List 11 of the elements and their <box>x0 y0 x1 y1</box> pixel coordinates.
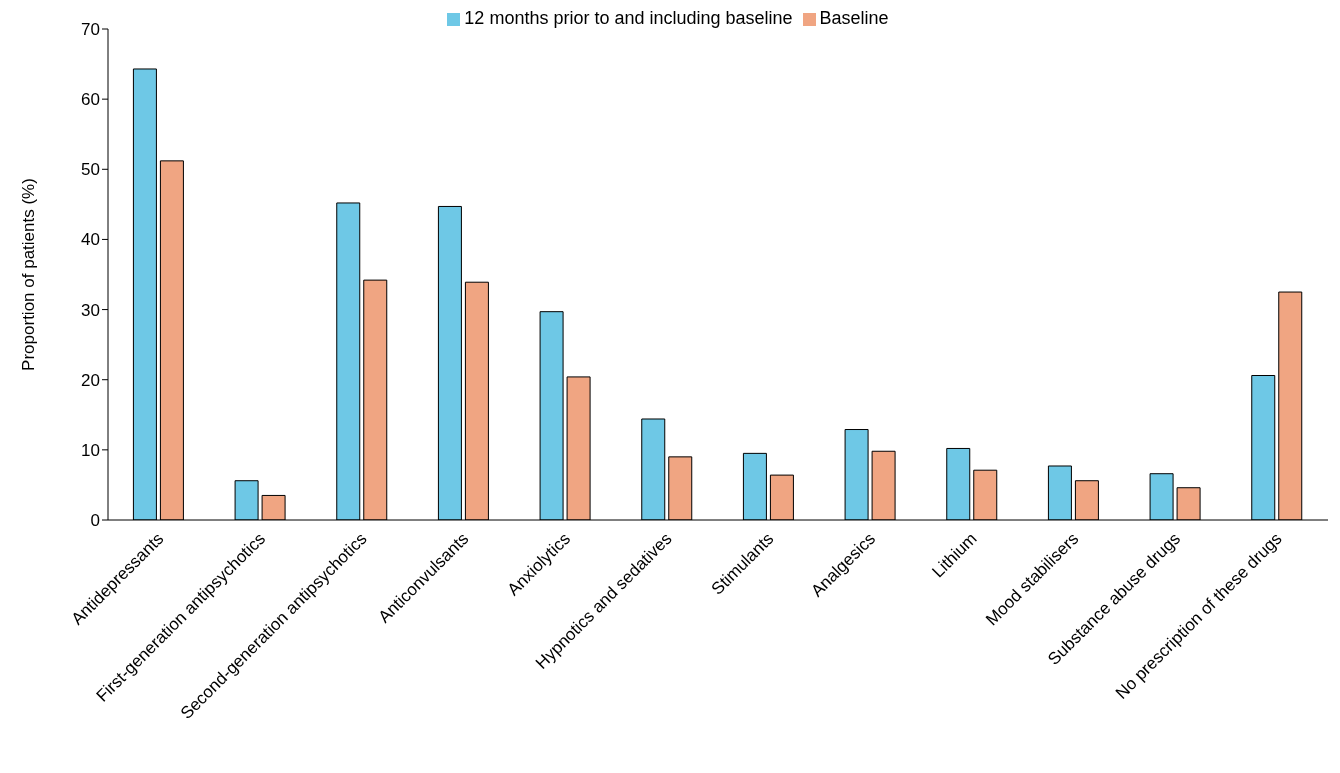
y-tick-label: 30 <box>81 300 100 320</box>
y-axis-title: Proportion of patients (%) <box>19 178 39 371</box>
y-tick-label: 70 <box>81 20 100 40</box>
legend-label: Baseline <box>819 8 889 28</box>
y-tick-label: 10 <box>81 440 100 460</box>
y-tick-label: 50 <box>81 160 100 180</box>
y-tick-label: 60 <box>81 90 100 110</box>
y-tick-label: 20 <box>81 370 100 390</box>
legend-label: 12 months prior to and including baseline <box>464 8 793 28</box>
y-tick-label: 40 <box>81 230 100 250</box>
y-tick-label: 0 <box>90 511 100 531</box>
